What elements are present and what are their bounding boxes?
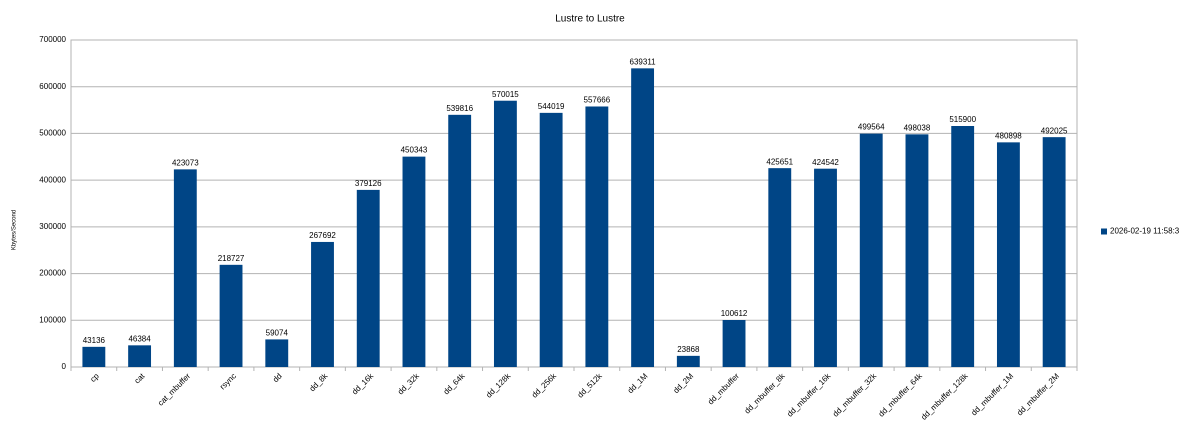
value-label: 423073	[172, 158, 199, 167]
bar	[1042, 137, 1066, 367]
bar	[905, 134, 929, 367]
value-label: 23868	[677, 345, 700, 354]
bar	[722, 319, 746, 367]
value-label: 498038	[904, 123, 931, 132]
bar	[814, 168, 837, 367]
bar	[768, 168, 792, 367]
legend-swatch	[1101, 228, 1107, 235]
y-tick-label: 600000	[39, 82, 66, 91]
bar	[311, 241, 334, 367]
value-label: 515900	[949, 115, 976, 124]
chart-title: Lustre to Lustre	[555, 14, 625, 25]
value-label: 557666	[584, 96, 611, 105]
bar	[676, 355, 700, 367]
value-label: 43136	[83, 336, 106, 345]
value-label: 544019	[538, 102, 565, 111]
bar	[265, 339, 289, 367]
value-label: 450343	[401, 146, 428, 155]
bar	[539, 112, 563, 367]
bar	[356, 189, 380, 367]
bar	[996, 142, 1020, 367]
bar	[402, 156, 426, 367]
value-label: 499564	[858, 123, 885, 132]
value-label: 639311	[630, 57, 657, 66]
bar	[631, 68, 655, 367]
value-label: 218727	[218, 254, 245, 263]
bar	[82, 346, 106, 367]
y-tick-label: 400000	[39, 175, 66, 184]
value-label: 424542	[812, 158, 839, 167]
bar	[219, 264, 243, 367]
y-tick-label: 300000	[39, 222, 66, 231]
value-label: 492025	[1041, 126, 1068, 135]
value-label: 59074	[266, 329, 289, 338]
y-tick-label: 700000	[39, 35, 66, 44]
value-label: 539816	[446, 104, 473, 113]
bar	[173, 169, 197, 367]
bar	[493, 100, 517, 368]
y-tick-label: 500000	[39, 129, 66, 138]
value-label: 570015	[492, 90, 519, 99]
value-label: 100612	[721, 309, 748, 318]
y-tick-label: 100000	[39, 315, 66, 324]
bar	[859, 133, 883, 367]
bar	[585, 106, 609, 368]
legend-label: 2026-02-19 11:58:37	[1110, 227, 1179, 236]
bar	[448, 114, 472, 367]
value-label: 480898	[995, 131, 1022, 140]
y-axis-label: Kbytes/Second	[12, 210, 18, 250]
value-label: 425651	[766, 157, 793, 166]
value-label: 379126	[355, 179, 382, 188]
value-label: 267692	[309, 231, 336, 240]
y-tick-label: 200000	[39, 269, 66, 278]
value-label: 46384	[128, 334, 151, 343]
bar	[128, 345, 152, 367]
bar	[951, 126, 975, 367]
y-tick-label: 0	[62, 362, 67, 371]
